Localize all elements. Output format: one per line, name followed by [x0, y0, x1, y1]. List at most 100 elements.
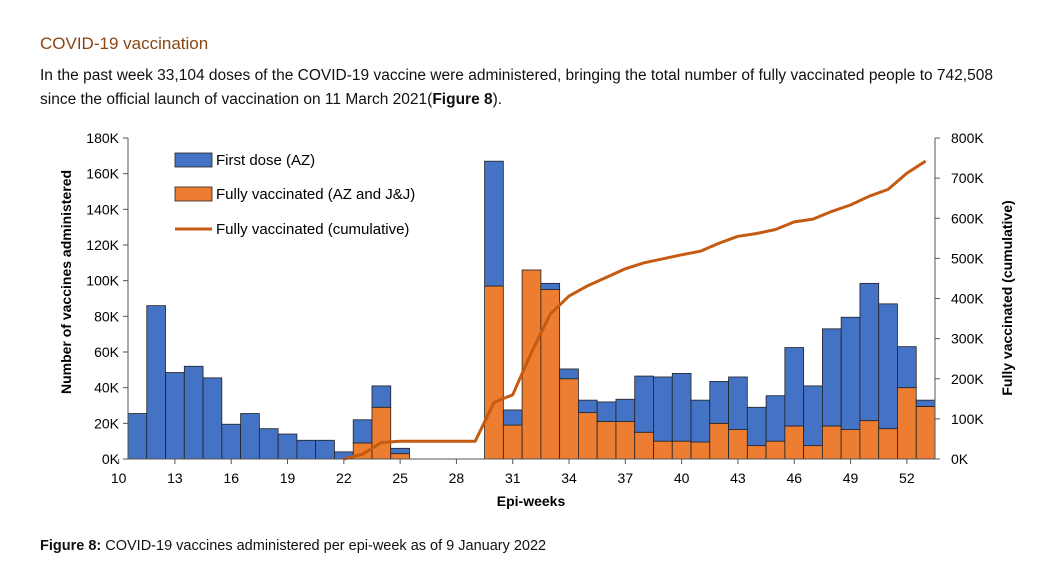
bar-first-dose: [897, 346, 917, 389]
x-tick-label: 46: [786, 470, 802, 486]
bar-first-dose: [277, 433, 298, 460]
bar-fully-vaccinated: [690, 441, 711, 460]
bar-fully-vaccinated: [897, 387, 917, 460]
y-tick-label: 40K: [94, 380, 120, 396]
x-tick-label: 43: [730, 470, 746, 486]
bar-first-dose: [258, 428, 279, 460]
legend-swatch-fully-vaccinated: [174, 186, 213, 202]
x-tick-label: 16: [223, 470, 239, 486]
y-tick-label: 120K: [86, 237, 119, 253]
bar-fully-vaccinated: [596, 421, 617, 460]
y-tick-label: 140K: [86, 201, 119, 217]
y-axis-label: Number of vaccines administered: [58, 170, 74, 394]
x-tick-label: 13: [167, 470, 183, 486]
caption-label: Figure 8:: [40, 538, 102, 554]
bar-fully-vaccinated: [709, 422, 729, 460]
bar-fully-vaccinated: [821, 425, 842, 460]
x-tick-label: 52: [899, 470, 915, 486]
bar-first-dose: [165, 372, 185, 460]
x-tick-label: 37: [618, 470, 634, 486]
bar-first-dose: [240, 413, 260, 460]
bar-first-dose: [653, 376, 673, 442]
bar-fully-vaccinated: [803, 445, 823, 460]
y-tick-label: 100K: [86, 273, 119, 289]
x-tick-label: 40: [674, 470, 690, 486]
y2-tick-label: 300K: [951, 331, 984, 347]
bar-fully-vaccinated: [859, 420, 880, 460]
bar-fully-vaccinated: [840, 429, 861, 460]
bar-first-dose: [296, 439, 317, 460]
bar-fully-vaccinated: [915, 405, 936, 460]
section-paragraph: In the past week 33,104 doses of the COV…: [40, 64, 1030, 112]
bar-fully-vaccinated: [390, 453, 410, 460]
bar-first-dose: [634, 375, 654, 433]
bar-fully-vaccinated: [728, 429, 748, 460]
x-tick-label: 10: [111, 470, 127, 486]
bar-fully-vaccinated: [671, 440, 692, 460]
bar-first-dose: [502, 409, 523, 426]
x-tick-label: 22: [336, 470, 352, 486]
vaccination-chart: 0K 20K 40K 60K 80K 100K 120K 140K 160K 180K 0K 100K…: [58, 130, 1015, 509]
bar-first-dose: [540, 282, 561, 290]
y-tick-label: 0K: [102, 451, 120, 467]
bar-fully-vaccinated: [784, 425, 805, 460]
x-tick-label: 19: [280, 470, 296, 486]
y2-tick-label: 0K: [951, 451, 969, 467]
bar-first-dose: [615, 398, 636, 422]
bar-first-dose: [146, 305, 166, 460]
figure-caption: Figure 8: COVID-19 vaccines administered…: [40, 538, 546, 554]
bar-fully-vaccinated: [653, 440, 673, 460]
bar-fully-vaccinated: [634, 431, 654, 460]
paragraph-figure-ref: Figure 8: [432, 91, 493, 108]
legend-label-fully-vaccinated: Fully vaccinated (AZ and J&J): [216, 186, 415, 203]
line-series: [343, 159, 927, 461]
bar-first-dose: [821, 328, 842, 427]
bar-series: [127, 160, 936, 460]
y2-tick-label: 400K: [951, 291, 984, 307]
bar-fully-vaccinated: [746, 445, 767, 460]
bar-fully-vaccinated: [765, 440, 786, 460]
bar-fully-vaccinated: [559, 378, 579, 460]
bar-first-dose: [671, 372, 692, 442]
bar-first-dose: [878, 303, 898, 430]
bar-first-dose: [859, 282, 880, 422]
y-tick-label: 20K: [94, 415, 120, 431]
paragraph-text-end: ).: [492, 91, 503, 108]
legend: First dose (AZ) Fully vaccinated (AZ and…: [174, 152, 415, 238]
bar-first-dose: [709, 381, 729, 424]
paragraph-text-start: In the past week 33,104 doses of the COV…: [40, 67, 993, 108]
bar-first-dose: [784, 347, 805, 427]
bar-first-dose: [315, 439, 335, 460]
bar-fully-vaccinated: [502, 424, 523, 460]
bar-fully-vaccinated: [484, 285, 504, 460]
bar-first-dose: [127, 413, 148, 460]
y-tick-label: 180K: [86, 130, 119, 146]
legend-swatch-first-dose: [174, 152, 213, 168]
x-tick-label: 28: [449, 470, 465, 486]
bar-first-dose: [746, 406, 767, 447]
bar-first-dose: [390, 447, 410, 455]
bar-fully-vaccinated: [615, 421, 636, 460]
x-tick-label: 31: [505, 470, 521, 486]
y2-tick-label: 700K: [951, 170, 984, 186]
bar-first-dose: [803, 385, 823, 447]
bar-first-dose: [915, 399, 936, 407]
caption-text: COVID-19 vaccines administered per epi-w…: [101, 538, 547, 554]
bar-first-dose: [690, 399, 711, 443]
bar-fully-vaccinated: [371, 406, 392, 460]
cumulative-line: [343, 159, 927, 461]
bar-first-dose: [728, 376, 748, 430]
tick-labels: 0K 20K 40K 60K 80K 100K 120K 140K 160K 180K 0K 100K…: [86, 130, 984, 486]
bar-fully-vaccinated: [878, 428, 898, 460]
x-tick-label: 34: [561, 470, 577, 486]
x-axis-label: Epi-weeks: [497, 493, 566, 509]
legend-label-cumulative: Fully vaccinated (cumulative): [216, 221, 409, 238]
y-axis-tick-marks: [118, 137, 940, 464]
bar-first-dose: [765, 395, 786, 442]
y2-axis-label: Fully vaccinated (cumulative): [999, 200, 1015, 395]
section-heading: COVID-19 vaccination: [40, 34, 209, 53]
x-tick-label: 49: [843, 470, 859, 486]
bar-first-dose: [840, 316, 861, 430]
y-tick-label: 160K: [86, 166, 119, 182]
bar-first-dose: [371, 385, 392, 408]
